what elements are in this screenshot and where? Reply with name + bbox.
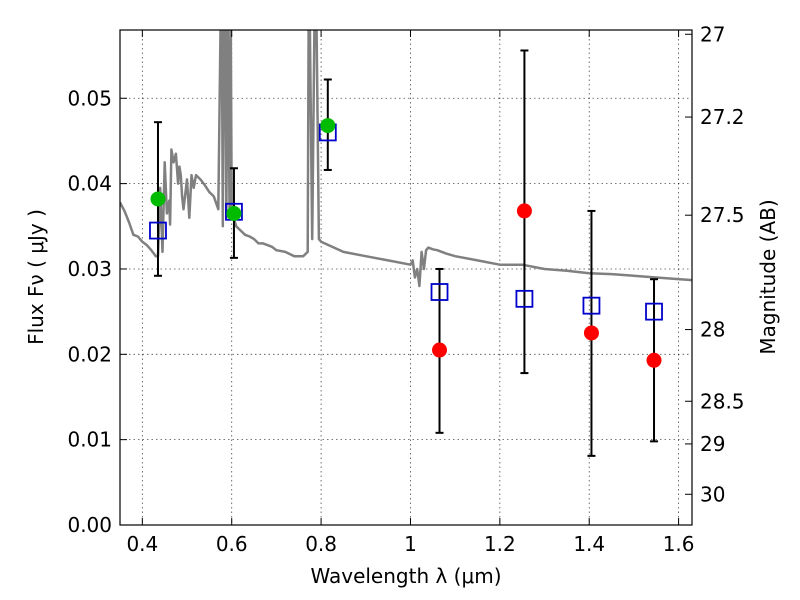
green-point xyxy=(320,118,336,134)
y-tick-label: 0.02 xyxy=(67,342,112,366)
green-point xyxy=(150,191,166,207)
plot-frame xyxy=(119,29,693,526)
axes: 0.4 0.6 0.8 1 1.2 1.4 1.6 0.00 0.01 0.02 0.03 0.04 0… xyxy=(67,22,744,556)
y-tick-label: 0.01 xyxy=(67,428,112,452)
red-point xyxy=(646,352,662,368)
square-marker xyxy=(645,302,663,321)
red-point xyxy=(583,325,599,341)
y-tick-label: 0.04 xyxy=(67,172,112,196)
y-axis-label: Flux Fν ( μJy ) xyxy=(24,209,48,345)
square-marker xyxy=(430,283,449,301)
y2-axis-label: Magnitude (AB) xyxy=(756,199,780,354)
x-tick-label: 1 xyxy=(404,532,417,556)
model-sed-line xyxy=(120,30,692,288)
y2-tick-label: 28 xyxy=(700,318,725,342)
y2-tick-label: 28.5 xyxy=(700,389,745,413)
y2-tick-label: 27.2 xyxy=(700,105,745,129)
model-photometry-squares xyxy=(149,123,663,321)
red-point xyxy=(432,342,448,358)
grid xyxy=(120,30,692,525)
model-sed xyxy=(120,30,692,288)
y2-tick-label: 30 xyxy=(700,482,725,506)
green-point xyxy=(226,205,242,221)
y2-tick-label: 27 xyxy=(700,22,725,46)
y-tick-label: 0.00 xyxy=(67,513,112,537)
y-tick-label: 0.05 xyxy=(67,86,112,110)
x-tick-label: 0.8 xyxy=(305,532,337,556)
x-tick-label: 1.4 xyxy=(573,532,605,556)
square-marker xyxy=(515,289,534,308)
red-point xyxy=(516,203,532,219)
x-tick-label: 1.6 xyxy=(663,532,695,556)
x-tick-label: 0.6 xyxy=(216,532,248,556)
y-tick-label: 0.03 xyxy=(67,257,112,281)
x-axis-label: Wavelength λ (μm) xyxy=(310,564,501,588)
x-tick-label: 1.2 xyxy=(484,532,516,556)
x-tick-label: 0.4 xyxy=(126,532,158,556)
y2-tick-label: 27.5 xyxy=(700,203,745,227)
y2-tick-label: 29 xyxy=(700,432,725,456)
observed-points xyxy=(150,118,662,368)
square-marker xyxy=(582,296,601,315)
square-marker xyxy=(149,221,167,240)
